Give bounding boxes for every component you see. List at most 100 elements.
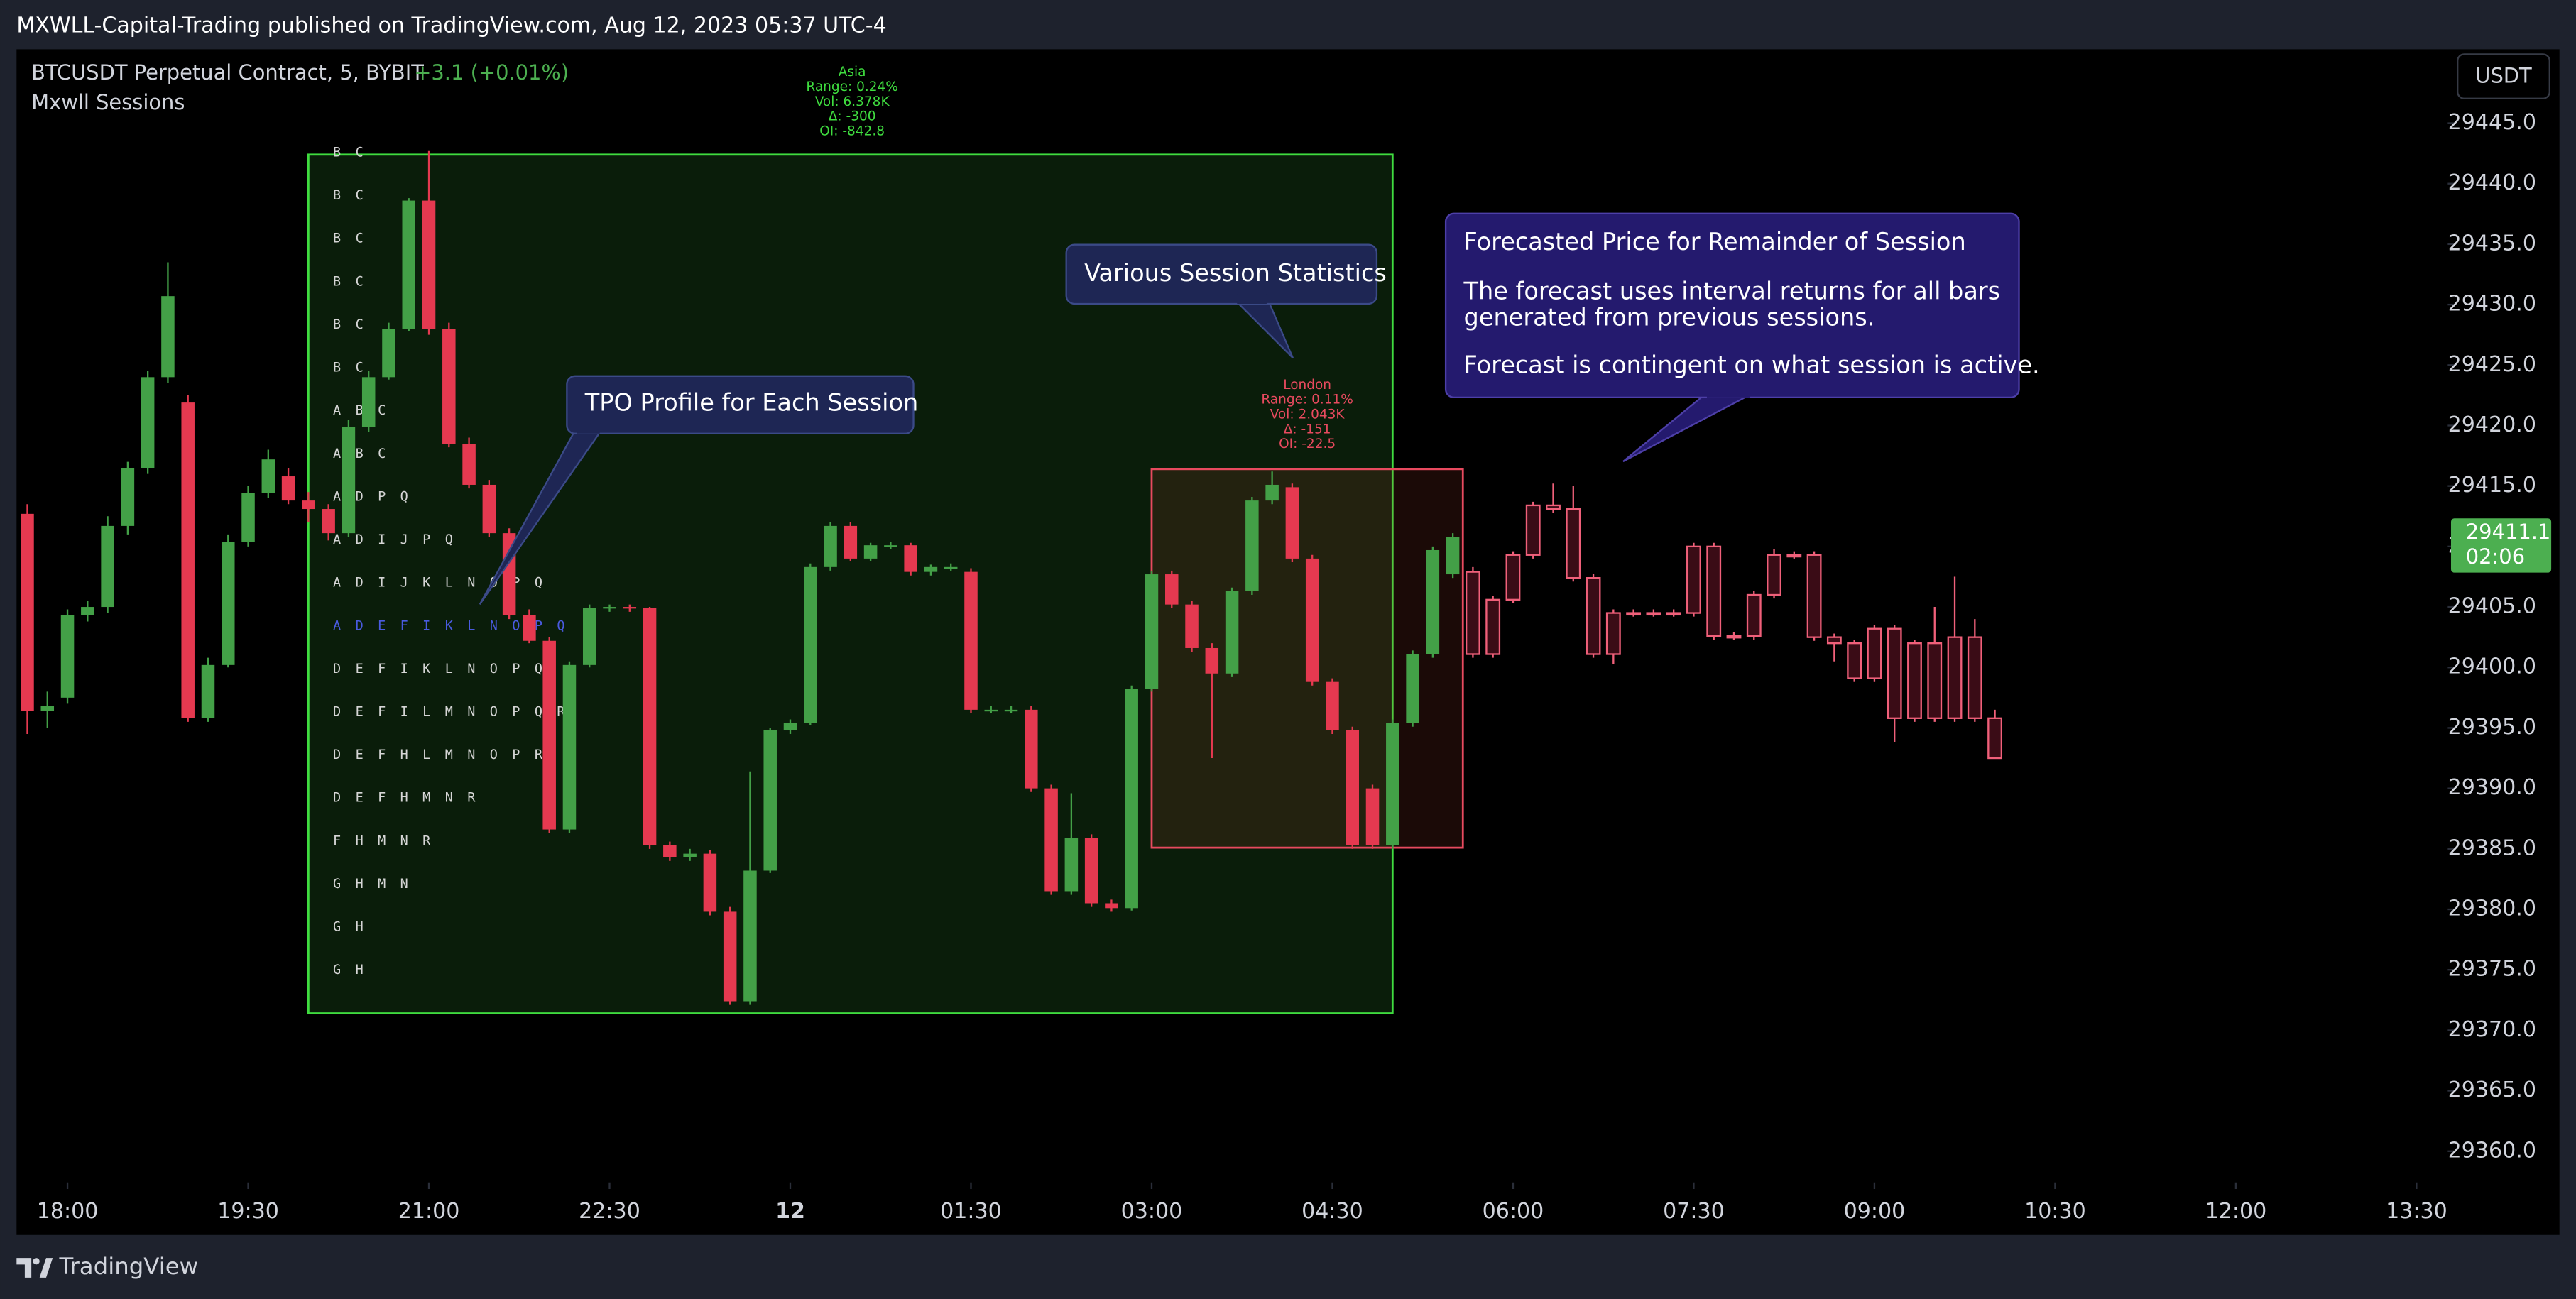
candle-body bbox=[1205, 647, 1219, 674]
y-tick-label: 29360.0 bbox=[2448, 1138, 2536, 1163]
candle-body bbox=[1125, 689, 1138, 909]
candle-body bbox=[60, 615, 75, 698]
tpo-row: B C bbox=[333, 274, 366, 289]
session-stat: London bbox=[1283, 378, 1331, 393]
candle-body bbox=[1927, 642, 1943, 719]
tpo-row: F H M N R bbox=[333, 833, 434, 848]
candle-body bbox=[924, 566, 938, 572]
candle-body bbox=[1285, 487, 1299, 559]
tpo-row: A D I J P Q bbox=[333, 532, 456, 547]
currency-label[interactable]: USDT bbox=[2475, 64, 2532, 88]
brand-logo bbox=[16, 1258, 53, 1278]
candle-body bbox=[723, 911, 737, 1002]
publish-header: MXWLL-Capital-Trading published on Tradi… bbox=[16, 13, 886, 38]
candle-body bbox=[261, 459, 275, 493]
candle-body bbox=[663, 845, 677, 857]
candle-body bbox=[984, 709, 998, 712]
tpo-row: D E F H M N R bbox=[333, 791, 479, 806]
y-tick-label: 29400.0 bbox=[2448, 654, 2536, 679]
tpo-row: A B C bbox=[333, 446, 389, 461]
last-price-label: 29411.1 bbox=[2466, 520, 2551, 544]
candle-body bbox=[40, 706, 55, 711]
session-stat: Range: 0.11% bbox=[1261, 393, 1353, 407]
candle-body bbox=[201, 664, 215, 718]
candle-body bbox=[683, 853, 697, 857]
callout-box bbox=[1065, 243, 1378, 305]
candle-body bbox=[1525, 504, 1541, 556]
candle-body bbox=[1265, 484, 1279, 501]
y-tick-label: 29415.0 bbox=[2448, 473, 2536, 498]
x-tick-label: 10:30 bbox=[2024, 1199, 2086, 1224]
callout-joint bbox=[1237, 294, 1267, 305]
x-tick-label: 13:30 bbox=[2386, 1199, 2447, 1224]
candle-body bbox=[1225, 591, 1239, 674]
tpo-row: D E F H L M N O P R bbox=[333, 747, 546, 762]
session-stat: Asia bbox=[839, 65, 866, 80]
candle-body bbox=[361, 377, 376, 427]
candle-body bbox=[402, 200, 416, 329]
candle-body bbox=[1426, 549, 1440, 654]
candle-body bbox=[1867, 627, 1882, 679]
legend-indicator: Mxwll Sessions bbox=[31, 90, 185, 114]
candle-body bbox=[1164, 574, 1179, 605]
x-tick-label: 04:30 bbox=[1301, 1199, 1363, 1224]
candle-body bbox=[804, 566, 817, 723]
candle-body bbox=[603, 607, 616, 609]
candle-body bbox=[462, 444, 476, 485]
candle-body bbox=[1786, 554, 1802, 558]
candle-body bbox=[1044, 788, 1058, 892]
candle-body bbox=[1967, 636, 1982, 719]
currency-button[interactable] bbox=[2457, 53, 2550, 99]
candle-body bbox=[1666, 612, 1681, 616]
candle-body bbox=[1605, 612, 1621, 655]
candle-body bbox=[1465, 571, 1480, 655]
candle-body bbox=[523, 615, 536, 641]
x-tick-label: 18:00 bbox=[37, 1199, 99, 1224]
candle-body bbox=[342, 427, 356, 534]
logo-shape bbox=[39, 1258, 53, 1278]
candle-body bbox=[1084, 838, 1098, 904]
session-stat: Vol: 6.378K bbox=[815, 94, 890, 109]
candle-body bbox=[1485, 598, 1501, 655]
candle-body bbox=[442, 329, 456, 444]
y-tick-label: 29370.0 bbox=[2448, 1017, 2536, 1042]
callout-title: Forecasted Price for Remainder of Sessio… bbox=[1464, 228, 1966, 256]
callout-text: The forecast uses interval returns for a… bbox=[1463, 277, 2001, 305]
callout-text: TPO Profile for Each Session bbox=[584, 389, 918, 417]
session-stat: Δ: -151 bbox=[1284, 422, 1331, 437]
plot-area: B CB CB CB CB CB CA B CA B CA D P QA D I… bbox=[21, 146, 2002, 1014]
logo-shape bbox=[16, 1258, 32, 1278]
y-tick-label: 29390.0 bbox=[2448, 775, 2536, 800]
callout-text: generated from previous sessions. bbox=[1464, 303, 1875, 331]
x-tick-label: 07:30 bbox=[1663, 1199, 1725, 1224]
candle-body bbox=[1726, 635, 1742, 639]
session-stat: Δ: -300 bbox=[829, 109, 876, 124]
candle-body bbox=[222, 542, 235, 665]
candle-body bbox=[1806, 554, 1822, 638]
candle-body bbox=[964, 571, 978, 710]
candle-body bbox=[81, 607, 94, 615]
candle-body bbox=[1346, 730, 1359, 845]
candle-body bbox=[1566, 508, 1581, 579]
candle-body bbox=[1446, 537, 1460, 575]
candle-body bbox=[302, 500, 315, 510]
candle-body bbox=[1847, 642, 1862, 679]
candle-body bbox=[1586, 577, 1601, 655]
candle-body bbox=[1145, 574, 1159, 689]
candle-body bbox=[1185, 604, 1199, 648]
tpo-row: G H M N bbox=[333, 877, 411, 892]
candle-body bbox=[1826, 636, 1842, 645]
candle-body bbox=[844, 525, 858, 559]
candle-body bbox=[944, 566, 958, 569]
candle-body bbox=[884, 545, 897, 547]
candle-body bbox=[1505, 554, 1521, 601]
candle-body bbox=[281, 476, 295, 501]
y-tick-label: 29435.0 bbox=[2448, 231, 2536, 256]
candle-body bbox=[703, 853, 717, 912]
legend-change: +3.1 (+0.01%) bbox=[414, 60, 569, 84]
tpo-row: B C bbox=[333, 188, 366, 203]
tpo-row: B C bbox=[333, 146, 366, 160]
y-tick-label: 29445.0 bbox=[2448, 110, 2536, 135]
